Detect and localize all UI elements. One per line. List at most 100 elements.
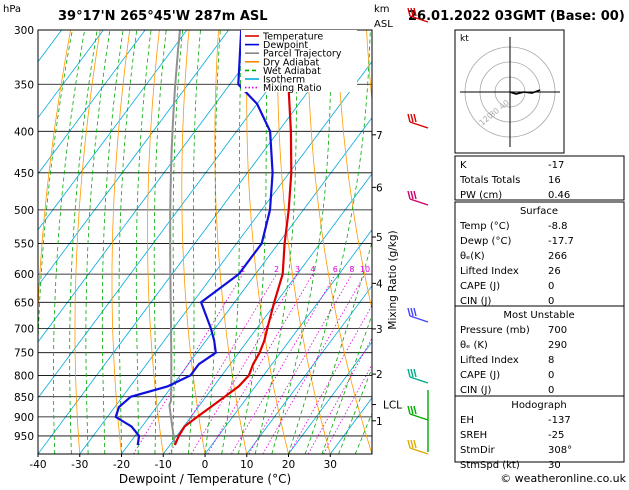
hodograph-unit-label: kt [460, 34, 469, 44]
table-value: 308° [548, 445, 572, 456]
mixing-ratio-line [324, 274, 423, 454]
x-tick-label: -20 [113, 459, 130, 471]
mixing-ratio-label: 6 [333, 265, 338, 274]
mixing-ratio-axis-label: Mixing Ratio (g/kg) [387, 230, 399, 329]
wind-barb [408, 114, 428, 128]
table-label: K [460, 160, 467, 171]
table-value: 16 [548, 175, 561, 186]
table-label: θₑ (K) [460, 340, 488, 351]
isotherm-line [0, 30, 270, 454]
mixing-ratio-label: 25 [417, 265, 427, 274]
x-tick-label: 30 [324, 459, 337, 471]
table-label: Totals Totals [459, 175, 520, 186]
table-value: 290 [548, 340, 567, 351]
mixing-ratio-line [231, 274, 335, 454]
table-value: 700 [548, 325, 567, 336]
altitude-tick-label: 6 [376, 182, 383, 194]
x-axis-label: Dewpoint / Temperature (°C) [119, 472, 291, 486]
pressure-tick-label: 350 [14, 79, 34, 91]
pressure-tick-label: 500 [14, 205, 34, 217]
table-label: StmSpd (kt) [460, 460, 520, 471]
asl-label: ASL [374, 19, 393, 30]
table-label: θₑ(K) [460, 251, 485, 262]
altitude-tick-label: 3 [376, 324, 383, 336]
mixing-ratio-line [191, 274, 297, 454]
mixing-ratio-line [289, 274, 390, 454]
table-label: CAPE (J) [460, 370, 500, 381]
altitude-tick-label: 1 [376, 416, 383, 428]
table-value: 266 [548, 251, 567, 262]
wet-adiabat [136, 30, 151, 454]
table-label: PW (cm) [460, 190, 502, 201]
table-label: StmDir [460, 445, 495, 456]
location-title: 39°17'N 265°45'W 287m ASL [58, 9, 268, 24]
mixing-ratio-line [249, 274, 352, 454]
pressure-tick-label: 850 [14, 392, 34, 404]
table-label: Lifted Index [460, 355, 519, 366]
dry-adiabat [75, 30, 100, 454]
pressure-tick-label: 750 [14, 348, 34, 360]
table-value: 30 [548, 460, 561, 471]
table-value: 0 [548, 370, 554, 381]
table-value: -8.8 [548, 221, 568, 232]
table-label: EH [460, 415, 474, 426]
mixing-ratio-label: 10 [360, 265, 370, 274]
table-label: Temp (°C) [459, 221, 510, 232]
table-value: -137 [548, 415, 571, 426]
pressure-tick-label: 300 [14, 25, 34, 37]
table-label: Dewp (°C) [460, 236, 511, 247]
x-tick-label: 0 [202, 459, 209, 471]
table-value: 0.46 [548, 190, 570, 201]
table-label: Lifted Index [460, 266, 519, 277]
mixing-ratio-line [134, 274, 243, 454]
mixing-ratio-label: 3 [295, 265, 300, 274]
table-value: 0 [548, 281, 554, 292]
table-label: CIN (J) [460, 385, 491, 396]
hpa-label: hPa [3, 4, 21, 15]
x-tick-label: -40 [29, 459, 46, 471]
isotherm-line [80, 30, 396, 454]
x-tick-label: 20 [282, 459, 295, 471]
wet-adiabat [70, 30, 98, 454]
table-title: Hodograph [511, 400, 566, 411]
pressure-tick-label: 700 [14, 323, 34, 335]
legend-label: Mixing Ratio [263, 83, 322, 94]
datetime-title: 26.01.2022 03GMT (Base: 00) [408, 9, 625, 24]
pressure-tick-label: 900 [14, 412, 34, 424]
pressure-tick-label: 450 [14, 168, 34, 180]
mixing-ratio-label: 20 [403, 265, 413, 274]
pressure-tick-label: 550 [14, 238, 34, 250]
index-tables: K -17 Totals Totals 16 PW (cm) 0.46 Surface Tem… [455, 156, 624, 471]
pressure-tick-label: 950 [14, 431, 34, 443]
pressure-tick-label: 800 [14, 370, 34, 382]
table-value: -17.7 [548, 236, 574, 247]
wind-barb [408, 191, 428, 205]
altitude-tick-label: 7 [376, 130, 383, 142]
wind-barb-column [408, 8, 428, 454]
mixing-ratio-label: 8 [349, 265, 354, 274]
pressure-tick-label: 400 [14, 126, 34, 138]
table-value: -25 [548, 430, 564, 441]
table-label: Pressure (mb) [460, 325, 530, 336]
wind-barb [408, 440, 428, 454]
table-title: Most Unstable [503, 310, 574, 321]
altitude-tick-label: LCL [383, 400, 402, 412]
altitude-tick-label: 4 [376, 278, 383, 290]
wet-adiabat [54, 30, 85, 454]
table-value: 8 [548, 355, 554, 366]
pressure-tick-label: 600 [14, 269, 34, 281]
altitude-tick-label: 5 [376, 232, 383, 244]
wind-barb [408, 406, 428, 420]
wind-barb [408, 308, 428, 322]
wind-barb [408, 369, 428, 383]
x-tick-label: -10 [155, 459, 172, 471]
table-value: -17 [548, 160, 564, 171]
copyright: © weatheronline.co.uk [500, 472, 626, 485]
table-label: SREH [460, 430, 487, 441]
table-value: 26 [548, 266, 561, 277]
mixing-ratio-label: 4 [310, 265, 315, 274]
table-title: Surface [520, 206, 558, 217]
altitude-tick-label: 2 [376, 369, 383, 381]
